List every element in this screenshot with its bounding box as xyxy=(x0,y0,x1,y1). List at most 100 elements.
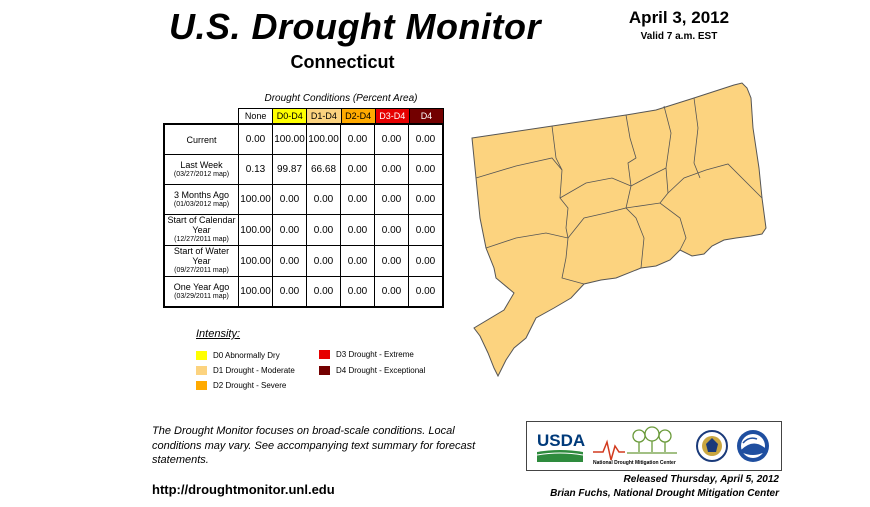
table-cell: 0.00 xyxy=(374,123,409,155)
table-cell: 0.00 xyxy=(272,184,307,215)
table-cell: 0.00 xyxy=(408,154,444,185)
table-cell: 0.00 xyxy=(374,184,409,215)
row-map-date: (01/03/2012 map) xyxy=(173,200,230,208)
legend-title: Intensity: xyxy=(196,328,241,340)
legend-item: D3 Drought - Extreme xyxy=(319,350,414,359)
table-cell: 0.00 xyxy=(306,184,341,215)
table-cell: 0.00 xyxy=(374,154,409,185)
table-row: Start of Water Year (09/27/2011 map) 100.0… xyxy=(163,245,444,277)
table-cell: 99.87 xyxy=(272,154,307,185)
doc-seal-icon xyxy=(696,430,728,462)
row-map-date: (09/27/2011 map) xyxy=(174,267,229,274)
row-label: Start of Water Year (09/27/2011 map) xyxy=(163,245,239,277)
row-label-text: Start of Water Year xyxy=(173,246,230,266)
drought-monitor-link[interactable]: http://droughtmonitor.unl.edu xyxy=(152,482,335,497)
legend-swatch xyxy=(196,381,207,390)
table-cell: 100.00 xyxy=(238,276,273,308)
map-date: April 3, 2012 xyxy=(628,8,730,27)
table-cell: 0.00 xyxy=(306,245,341,277)
page-title: U.S. Drought Monitor xyxy=(169,6,541,47)
county-boundaries xyxy=(475,97,763,285)
table-cell: 0.00 xyxy=(340,214,375,246)
row-label-text: Current xyxy=(186,134,217,145)
table-cell: 0.00 xyxy=(340,184,375,215)
conditions-caption: Drought Conditions (Percent Area) xyxy=(264,93,418,104)
table-cell: 0.00 xyxy=(374,245,409,277)
row-label-text: Last Week xyxy=(180,159,223,170)
row-label-text: 3 Months Ago xyxy=(173,189,230,200)
table-row: One Year Ago (03/29/2011 map) 100.00 0.00 0.… xyxy=(163,276,444,308)
release-info: Released Thursday, April 5, 2012 xyxy=(623,474,779,485)
table-row: Start of Calendar Year (12/27/2011 map) 10… xyxy=(163,214,444,246)
table-cell: 0.00 xyxy=(340,245,375,277)
table-cell: 0.00 xyxy=(272,276,307,308)
row-map-date: (03/27/2012 map) xyxy=(173,170,230,178)
legend-item: D0 Abnormally Dry xyxy=(196,351,280,360)
table-cell: 0.00 xyxy=(408,123,444,155)
legend-label: D2 Drought - Severe xyxy=(213,381,287,390)
table-cell: 0.00 xyxy=(408,276,444,308)
legend-item: D4 Drought - Exceptional xyxy=(319,366,425,375)
legend-label: D3 Drought - Extreme xyxy=(336,350,414,359)
legend-swatch xyxy=(196,366,207,375)
connecticut-map xyxy=(471,82,767,378)
table-cell: 0.00 xyxy=(408,184,444,215)
row-map-date: (03/29/2011 map) xyxy=(174,292,229,300)
legend-swatch xyxy=(319,366,330,375)
table-row: Last Week (03/27/2012 map) 0.13 99.87 66.68 0… xyxy=(163,154,444,185)
category-header-cell: D0-D4 xyxy=(272,109,307,124)
table-cell: 0.00 xyxy=(306,276,341,308)
legend-item: D1 Drought - Moderate xyxy=(196,366,295,375)
table-cell: 100.00 xyxy=(238,214,273,246)
row-label: Last Week (03/27/2012 map) xyxy=(163,154,239,185)
table-cell: 66.68 xyxy=(306,154,341,185)
row-label-text: Start of Calendar Year xyxy=(167,215,236,235)
table-cell: 0.00 xyxy=(340,123,375,155)
table-cell: 0.00 xyxy=(408,214,444,246)
table-cell: 0.00 xyxy=(238,123,273,155)
legend-label: D0 Abnormally Dry xyxy=(213,351,280,360)
state-name: Connecticut xyxy=(290,52,395,72)
row-label: One Year Ago (03/29/2011 map) xyxy=(163,276,239,308)
category-header: None D0-D4 D1-D4 D2-D4 D3-D4 D4 xyxy=(238,108,444,124)
category-header-cell: D2-D4 xyxy=(340,109,375,124)
table-cell: 0.00 xyxy=(340,276,375,308)
table-row: 3 Months Ago (01/03/2012 map) 100.00 0.00 0.… xyxy=(163,184,444,215)
table-cell: 0.00 xyxy=(408,245,444,277)
table-cell: 100.00 xyxy=(238,245,273,277)
table-cell: 0.00 xyxy=(340,154,375,185)
table-row: Current 0.00 100.00 100.00 0.00 0.00 0.00 xyxy=(163,123,444,155)
row-label: Current xyxy=(163,123,239,155)
usda-logo-icon: USDA xyxy=(536,431,585,462)
state-outline xyxy=(471,82,767,378)
legend-swatch xyxy=(196,351,207,360)
table-cell: 0.13 xyxy=(238,154,273,185)
legend-item: D2 Drought - Severe xyxy=(196,381,286,390)
svg-text:USDA: USDA xyxy=(537,431,585,450)
partner-logos: USDA National Drought Mitigation Center xyxy=(526,421,782,471)
table-cell: 0.00 xyxy=(374,214,409,246)
table-cell: 0.00 xyxy=(374,276,409,308)
row-label-text: One Year Ago xyxy=(173,281,230,292)
category-header-cell: D1-D4 xyxy=(306,109,341,124)
category-header-cell: None xyxy=(239,109,273,124)
legend-swatch xyxy=(319,350,330,359)
row-map-date: (12/27/2011 map) xyxy=(174,236,229,243)
valid-time: Valid 7 a.m. EST xyxy=(640,31,718,42)
table-cell: 100.00 xyxy=(306,123,341,155)
table-cell: 100.00 xyxy=(238,184,273,215)
table-cell: 0.00 xyxy=(306,214,341,246)
ndmc-logo-icon: National Drought Mitigation Center xyxy=(593,426,677,466)
table-cell: 0.00 xyxy=(272,245,307,277)
category-header-cell: D4 xyxy=(408,109,444,124)
table-cell: 100.00 xyxy=(272,123,307,155)
category-header-cell: D3-D4 xyxy=(374,109,409,124)
legend-label: D1 Drought - Moderate xyxy=(213,366,295,375)
table-cell: 0.00 xyxy=(272,214,307,246)
disclaimer-note: The Drought Monitor focuses on broad-sca… xyxy=(152,425,476,466)
row-label: Start of Calendar Year (12/27/2011 map) xyxy=(163,214,239,246)
legend-label: D4 Drought - Exceptional xyxy=(336,366,426,375)
conditions-table: Current 0.00 100.00 100.00 0.00 0.00 0.00 Last … xyxy=(163,123,444,308)
row-label: 3 Months Ago (01/03/2012 map) xyxy=(163,184,239,215)
noaa-logo-icon xyxy=(737,430,769,462)
